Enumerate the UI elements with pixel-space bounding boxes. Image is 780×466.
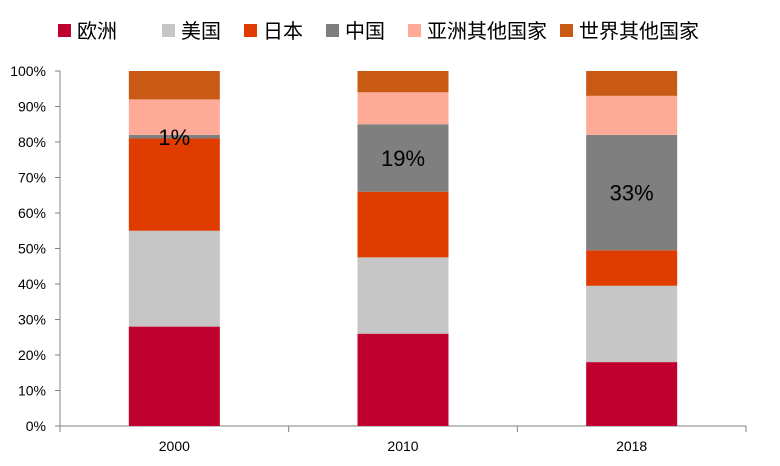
legend-swatch-2	[162, 24, 175, 37]
y-tick-label: 10%	[18, 383, 46, 399]
bar-segment-2010-世界其他国家	[357, 71, 449, 93]
bar-segment-2018-中国	[586, 134, 678, 251]
y-tick-label: 90%	[18, 99, 46, 115]
y-tick-label: 20%	[18, 347, 46, 363]
bar-segment-2010-欧洲	[357, 333, 449, 426]
legend-swatch-3	[244, 24, 257, 37]
bar-segment-2000-中国	[128, 134, 220, 139]
y-tick-label: 30%	[18, 312, 46, 328]
bar-segment-2000-欧洲	[128, 326, 220, 426]
data-label-2010: 19%	[381, 146, 425, 171]
bar-segment-2000-日本	[128, 138, 220, 231]
bar-segment-2000-亚洲其他国家	[128, 99, 220, 135]
bar-segment-2010-美国	[357, 257, 449, 334]
y-tick-label: 60%	[18, 205, 46, 221]
bar-segment-2018-世界其他国家	[586, 71, 678, 96]
bar-segment-2018-美国	[586, 285, 678, 363]
bar-segment-2018-亚洲其他国家	[586, 95, 678, 135]
bar-segment-2010-亚洲其他国家	[357, 92, 449, 125]
bar-segment-2000-美国	[128, 230, 220, 327]
x-tick-label: 2010	[387, 438, 418, 454]
data-label-2018: 33%	[610, 181, 654, 206]
legend-label-3: 日本	[263, 19, 303, 43]
legend-label-6: 世界其他国家	[579, 19, 699, 43]
bar-segment-2018-欧洲	[586, 362, 678, 426]
data-label-2000: 1%	[158, 125, 190, 150]
y-tick-label: 80%	[18, 134, 46, 150]
y-tick-label: 0%	[26, 418, 46, 434]
bar-segment-2000-世界其他国家	[128, 71, 220, 100]
x-tick-label: 2000	[159, 438, 190, 454]
bar-segment-2018-日本	[586, 250, 678, 286]
y-tick-label: 40%	[18, 276, 46, 292]
legend-label-1: 欧洲	[77, 19, 117, 43]
legend-label-2: 美国	[181, 19, 221, 43]
bar-segment-2010-日本	[357, 191, 449, 258]
legend-swatch-5	[408, 24, 421, 37]
y-tick-label: 100%	[10, 63, 46, 79]
legend-label-4: 中国	[345, 19, 385, 43]
y-tick-label: 50%	[18, 241, 46, 257]
legend-swatch-1	[58, 24, 71, 37]
legend-label-5: 亚洲其他国家	[427, 19, 547, 43]
legend-swatch-6	[560, 24, 573, 37]
y-tick-label: 70%	[18, 170, 46, 186]
legend-swatch-4	[326, 24, 339, 37]
x-tick-label: 2018	[616, 438, 647, 454]
bar-segment-2010-中国	[357, 124, 449, 192]
